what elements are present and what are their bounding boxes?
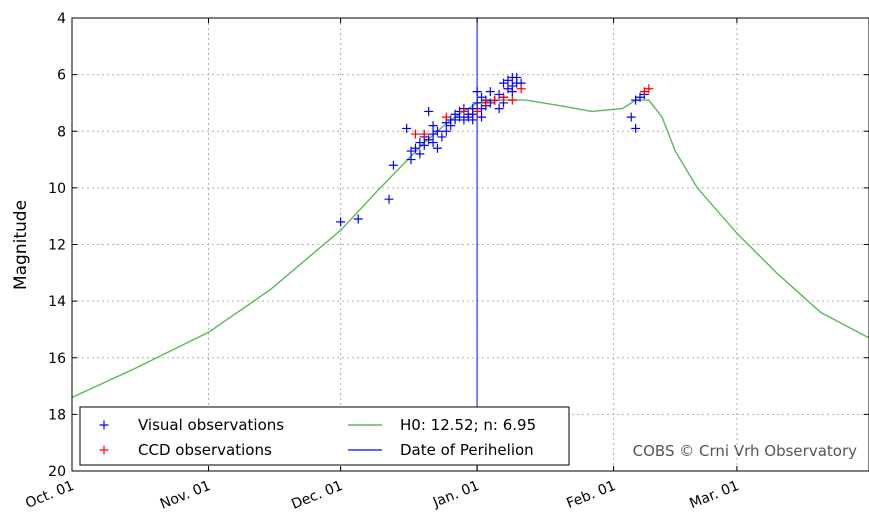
y-tick-label: 16: [48, 351, 66, 367]
visual-observation-point: [353, 214, 363, 224]
visual-observation-point: [428, 121, 438, 131]
visual-observation-point: [402, 123, 412, 133]
x-tick-label: Oct. 01: [23, 478, 76, 512]
visual-observation-point: [406, 155, 416, 165]
watermark: COBS © Crni Vrh Observatory: [633, 442, 857, 460]
legend-label: CCD observations: [138, 441, 272, 459]
legend-box: [79, 406, 570, 466]
y-axis-ticks: 4 6 8 10 12 14 16 18 20: [48, 11, 869, 480]
legend-label: H0: 12.52; n: 6.95: [400, 416, 536, 434]
ccd-observation-point: [499, 92, 509, 102]
visual-observation-point: [626, 112, 636, 122]
x-tick-label: Nov. 01: [158, 478, 213, 513]
visual-observation-point: [468, 115, 478, 125]
legend-swatch-marker: [99, 445, 109, 455]
visual-observation-point: [472, 87, 482, 97]
visual-observation-point: [437, 132, 447, 142]
visual-observation-point: [384, 194, 394, 204]
y-tick-label: 4: [57, 11, 66, 27]
visual-observation-point: [388, 160, 398, 170]
y-tick-label: 10: [48, 181, 66, 197]
legend-label: Visual observations: [138, 416, 284, 434]
x-tick-label: Feb. 01: [564, 478, 618, 512]
ccd-observation-point: [507, 95, 517, 105]
visual-observation-point: [428, 138, 438, 148]
plot-background: [72, 18, 869, 471]
ccd-observation-point: [490, 95, 500, 105]
y-tick-label: 14: [48, 294, 66, 310]
visual-observation-point: [631, 123, 641, 133]
y-tick-label: 6: [57, 68, 66, 84]
ccd-observation-point: [472, 106, 482, 116]
y-axis-label: Magnitude: [11, 200, 31, 290]
ccd-observation-point: [441, 112, 451, 122]
x-tick-label: Dec. 01: [289, 478, 345, 513]
y-tick-label: 12: [48, 238, 66, 254]
ccd-observation-point: [419, 129, 429, 139]
visual-observation-point: [336, 217, 346, 227]
visual-observation-point: [419, 140, 429, 150]
visual-observation-point: [441, 126, 451, 136]
visual-observation-point: [424, 106, 434, 116]
visual-observation-point: [477, 112, 487, 122]
visual-observation-point: [446, 121, 456, 131]
x-tick-label: Jan. 01: [430, 478, 482, 511]
x-tick-label: Mar. 01: [687, 478, 741, 512]
legend-swatch-marker: [99, 420, 109, 430]
ccd-observation-point: [639, 87, 649, 97]
ccd-observation-point: [459, 106, 469, 116]
visual-observation-point: [415, 149, 425, 159]
visual-observation-point: [485, 87, 495, 97]
model-curve-layer: [72, 99, 869, 399]
visual-observation-point: [410, 143, 420, 153]
visual-observation-point: [494, 104, 504, 114]
legend-label: Date of Perihelion: [400, 441, 534, 459]
legend-items: Visual observations CCD observations H0: 1…: [99, 416, 536, 459]
visual-observation-point: [512, 72, 522, 82]
ccd-observation-point: [481, 98, 491, 108]
ccd-observation-point: [410, 129, 420, 139]
visual-observation-point: [432, 143, 442, 153]
visual-observation-point: [507, 87, 517, 97]
y-tick-label: 18: [48, 407, 66, 423]
y-tick-label: 20: [48, 464, 66, 480]
legend: Visual observations CCD observations H0: 1…: [79, 406, 570, 466]
y-tick-label: 8: [57, 124, 66, 140]
model-curve: [72, 99, 869, 399]
visual-observation-point: [432, 126, 442, 136]
visual-observation-point: [472, 98, 482, 108]
observation-points-layer: [336, 72, 654, 227]
ccd-observation-point: [516, 84, 526, 94]
